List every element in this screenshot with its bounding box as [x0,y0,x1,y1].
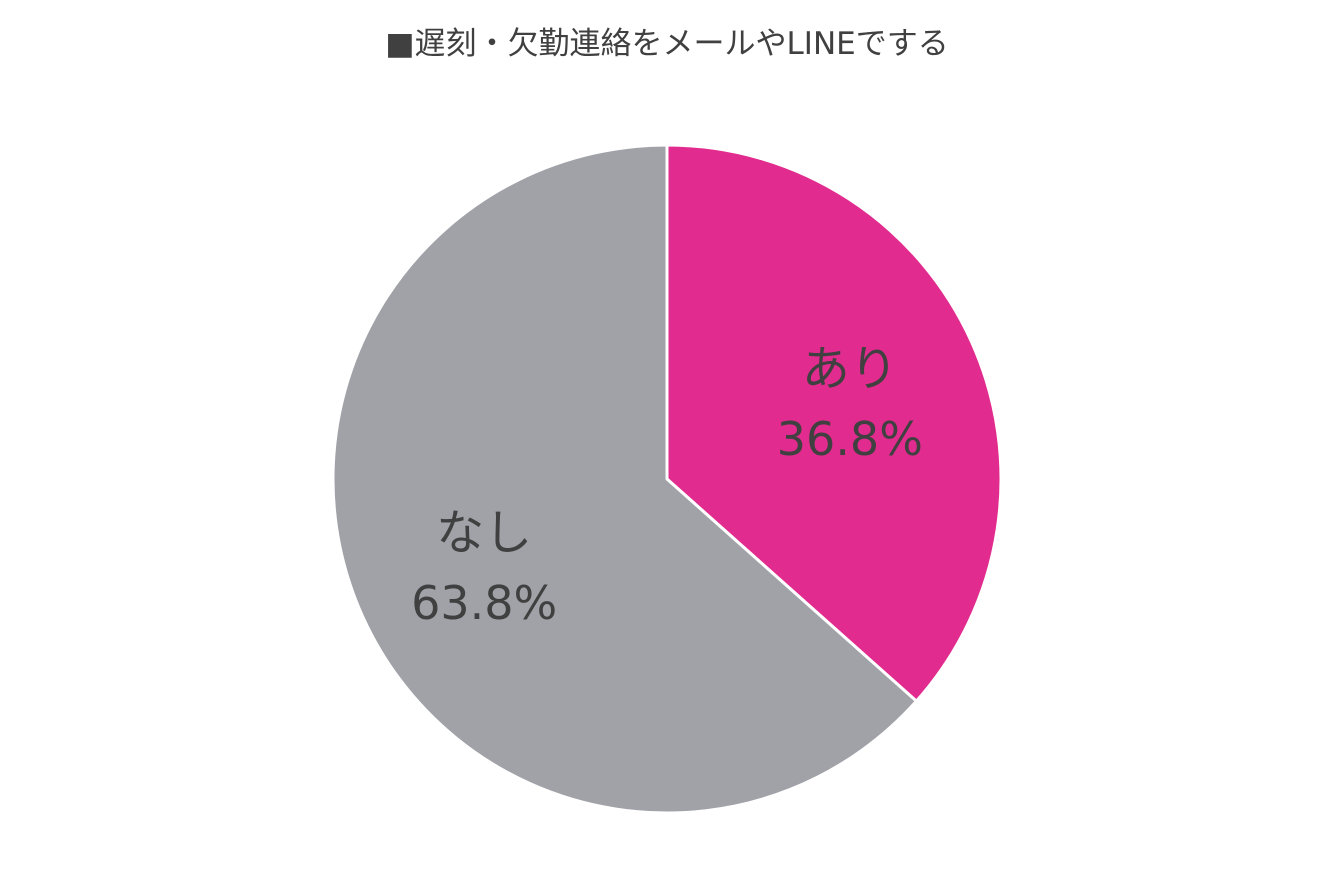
pie-slice-2 [331,143,918,815]
pie-slice-1 [665,143,1003,703]
slice-value-2: 63.8% [411,576,557,630]
chart-title: ■遅刻・欠勤連絡をメールやLINEでする [385,26,948,62]
slice-value-1: 36.8% [777,412,923,466]
slice-label-1: あり [802,341,898,397]
slice-label-2: なし [436,505,532,561]
pie-slices [331,143,1003,815]
slice-labels: あり 36.8% なし 63.8% [411,341,923,630]
